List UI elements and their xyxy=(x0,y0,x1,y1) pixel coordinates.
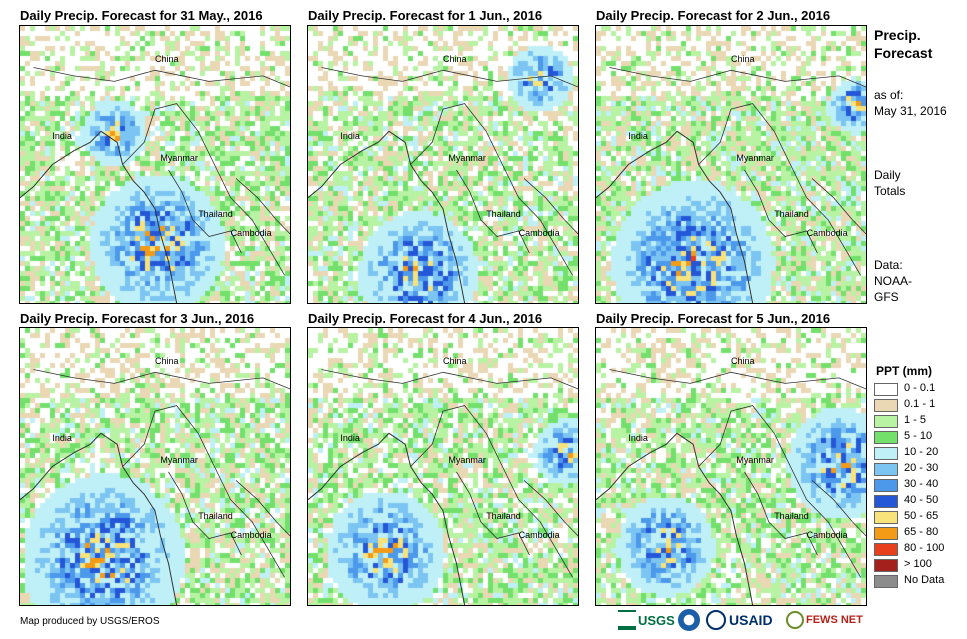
daily-totals-text: Daily Totals xyxy=(874,168,906,198)
map-label-thailand: Thailand xyxy=(198,208,233,219)
usgs-logo: USGS xyxy=(618,607,675,633)
country-borders xyxy=(596,369,866,605)
map-label-india: India xyxy=(52,131,72,142)
map-label-thailand: Thailand xyxy=(774,510,809,521)
legend-swatch xyxy=(874,447,898,460)
legend-label: 10 - 20 xyxy=(904,446,939,458)
map-label-myanmar: Myanmar xyxy=(448,455,486,466)
legend-swatch xyxy=(874,511,898,524)
map-label-myanmar: Myanmar xyxy=(736,455,774,466)
map-panel-6: China India Myanmar Thailand Cambodia xyxy=(595,327,867,606)
legend-swatch xyxy=(874,479,898,492)
map-label-thailand: Thailand xyxy=(486,208,521,219)
map-label-india: India xyxy=(340,131,360,142)
usaid-seal-icon xyxy=(706,610,726,630)
precip-raster xyxy=(20,328,290,605)
noaa-emblem-icon xyxy=(678,609,700,631)
precip-raster xyxy=(308,328,578,605)
legend-label: 20 - 30 xyxy=(904,462,939,474)
map-label-china: China xyxy=(155,355,179,366)
legend-label: 30 - 40 xyxy=(904,478,939,490)
map-label-china: China xyxy=(443,355,467,366)
legend-label: 0 - 0.1 xyxy=(904,382,936,394)
panel-title-1: Daily Precip. Forecast for 31 May., 2016 xyxy=(20,8,263,23)
map-panel-2: China India Myanmar Thailand Cambodia xyxy=(307,25,579,304)
country-borders xyxy=(596,67,866,303)
usaid-logo: USAID xyxy=(706,607,773,633)
country-borders xyxy=(308,369,578,605)
map-label-china: China xyxy=(443,53,467,64)
map-label-cambodia: Cambodia xyxy=(518,530,560,541)
as-of-text: as of: May 31, 2016 xyxy=(874,88,947,118)
legend-swatch xyxy=(874,431,898,444)
map-label-cambodia: Cambodia xyxy=(806,228,848,239)
map-panel-4: China India Myanmar Thailand Cambodia xyxy=(19,327,291,606)
legend-label: No Data xyxy=(904,574,945,586)
precip-raster xyxy=(596,328,866,605)
legend-swatch xyxy=(874,575,898,588)
panel-title-4: Daily Precip. Forecast for 3 Jun., 2016 xyxy=(20,311,255,326)
legend-swatch xyxy=(874,399,898,412)
fewsnet-emblem-icon xyxy=(786,611,804,629)
panel-title-5: Daily Precip. Forecast for 4 Jun., 2016 xyxy=(308,311,543,326)
map-label-myanmar: Myanmar xyxy=(448,153,486,164)
map-label-thailand: Thailand xyxy=(486,510,521,521)
legend-swatch xyxy=(874,559,898,572)
legend-swatch xyxy=(874,527,898,540)
map-label-thailand: Thailand xyxy=(774,208,809,219)
panel-title-6: Daily Precip. Forecast for 5 Jun., 2016 xyxy=(596,311,831,326)
legend-label: > 100 xyxy=(904,558,932,570)
legend-label: 80 - 100 xyxy=(904,542,945,554)
usgs-wave-icon xyxy=(618,610,636,630)
map-label-india: India xyxy=(52,433,72,444)
precip-raster xyxy=(20,26,290,303)
map-label-cambodia: Cambodia xyxy=(518,228,560,239)
legend-label: 5 - 10 xyxy=(904,430,933,442)
map-panel-5: China India Myanmar Thailand Cambodia xyxy=(307,327,579,606)
legend-label: 1 - 5 xyxy=(904,414,927,426)
panel-title-3: Daily Precip. Forecast for 2 Jun., 2016 xyxy=(596,8,831,23)
map-label-cambodia: Cambodia xyxy=(230,228,272,239)
panel-title-2: Daily Precip. Forecast for 1 Jun., 2016 xyxy=(308,8,543,23)
legend-label: 0.1 - 1 xyxy=(904,398,936,410)
map-label-china: China xyxy=(731,355,755,366)
map-label-india: India xyxy=(628,131,648,142)
map-label-cambodia: Cambodia xyxy=(230,530,272,541)
map-label-china: China xyxy=(731,53,755,64)
map-panel-3: China India Myanmar Thailand Cambodia xyxy=(595,25,867,304)
precip-raster xyxy=(596,26,866,303)
precip-raster xyxy=(308,26,578,303)
legend-label: 65 - 80 xyxy=(904,526,939,538)
data-source-text: Data: NOAA- GFS xyxy=(874,258,913,304)
map-label-myanmar: Myanmar xyxy=(160,153,198,164)
legend-label: 50 - 65 xyxy=(904,510,939,522)
legend-swatch xyxy=(874,415,898,428)
map-panel-1: China India Myanmar Thailand Cambodia xyxy=(19,25,291,304)
noaa-logo xyxy=(678,607,700,633)
country-borders xyxy=(308,67,578,303)
legend-swatch xyxy=(874,543,898,556)
side-title: Precip. Forecast xyxy=(874,27,933,61)
credit-text: Map produced by USGS/EROS xyxy=(20,616,160,627)
country-borders xyxy=(20,67,290,303)
legend-swatch xyxy=(874,495,898,508)
legend-title: PPT (mm) xyxy=(876,364,933,378)
country-borders xyxy=(20,369,290,605)
map-label-cambodia: Cambodia xyxy=(806,530,848,541)
map-label-india: India xyxy=(340,433,360,444)
fewsnet-logo: FEWS NET xyxy=(786,607,863,633)
map-label-china: China xyxy=(155,53,179,64)
map-label-myanmar: Myanmar xyxy=(736,153,774,164)
map-label-india: India xyxy=(628,433,648,444)
legend-label: 40 - 50 xyxy=(904,494,939,506)
legend-swatch xyxy=(874,383,898,396)
legend-swatch xyxy=(874,463,898,476)
map-label-thailand: Thailand xyxy=(198,510,233,521)
map-label-myanmar: Myanmar xyxy=(160,455,198,466)
